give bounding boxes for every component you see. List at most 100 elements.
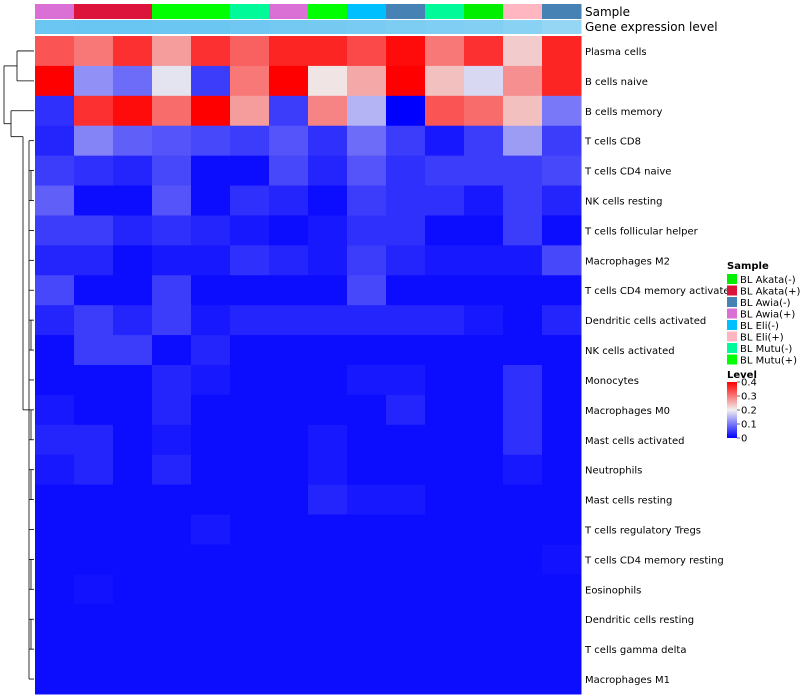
- heatmap-cell: [386, 185, 426, 216]
- heatmap-cell: [464, 365, 504, 396]
- heatmap-cell: [386, 394, 426, 426]
- heatmap-cell: [503, 514, 543, 545]
- heatmap-cell: [113, 65, 153, 97]
- heatmap-cell: [386, 125, 426, 157]
- heatmap-cell: [191, 604, 231, 635]
- heatmap-cell: [269, 185, 309, 216]
- heatmap-cell: [464, 125, 504, 157]
- row-label: Plasma cells: [585, 47, 647, 58]
- heatmap-cell: [347, 394, 387, 426]
- legend-swatch: [727, 308, 737, 319]
- heatmap-cell: [35, 95, 75, 127]
- heatmap-cell: [269, 245, 309, 276]
- heatmap-cell: [191, 245, 231, 276]
- heatmap-cell: [308, 185, 348, 216]
- sample-annotation-cell: [191, 4, 231, 19]
- sample-annotation-cell: [35, 4, 75, 19]
- heatmap-cell: [425, 544, 465, 575]
- expression-annotation-cell: [74, 20, 114, 34]
- heatmap-cell: [386, 454, 426, 486]
- heatmap-cell: [425, 514, 465, 545]
- heatmap-cell: [386, 215, 426, 246]
- heatmap-cell: [191, 215, 231, 246]
- heatmap-cell: [113, 95, 153, 127]
- heatmap-cell: [464, 484, 504, 516]
- heatmap-cell: [386, 574, 426, 605]
- row-label: Macrophages M2: [585, 256, 670, 267]
- heatmap-cell: [347, 155, 387, 187]
- heatmap-cell: [230, 394, 270, 426]
- heatmap-cell: [308, 574, 348, 605]
- heatmap-cell: [542, 305, 582, 336]
- legend-tick-label: 0: [741, 434, 747, 445]
- legend-sample-label: BL Mutu(+): [740, 356, 797, 367]
- heatmap-cell: [113, 335, 153, 366]
- heatmap-cell: [464, 664, 504, 695]
- heatmap-cell: [269, 275, 309, 306]
- heatmap-cell: [386, 514, 426, 545]
- heatmap-cell: [425, 454, 465, 486]
- heatmap-cell: [74, 604, 114, 635]
- heatmap-cell: [308, 275, 348, 306]
- heatmap-cell: [230, 95, 270, 127]
- heatmap-cell: [269, 514, 309, 545]
- heatmap-cell: [542, 365, 582, 396]
- heatmap-cell: [308, 305, 348, 336]
- heatmap-cell: [152, 574, 192, 605]
- heatmap-cell: [152, 245, 192, 276]
- heatmap-cell: [269, 394, 309, 426]
- heatmap-cell: [230, 484, 270, 516]
- heatmap-cell: [35, 544, 75, 575]
- expression-annotation-cell: [347, 20, 387, 34]
- heatmap-cell: [230, 454, 270, 486]
- heatmap-cell: [542, 574, 582, 605]
- heatmap-cell: [464, 65, 504, 97]
- heatmap-cell: [503, 574, 543, 605]
- sample-annotation-cell: [464, 4, 504, 19]
- heatmap-cell: [113, 544, 153, 575]
- heatmap-cell: [269, 664, 309, 695]
- heatmap-cell: [347, 454, 387, 486]
- legend-swatch: [727, 320, 737, 330]
- heatmap-cell: [308, 424, 348, 456]
- heatmap-cell: [152, 514, 192, 545]
- heatmap-cell: [386, 305, 426, 336]
- heatmap-cell: [74, 484, 114, 516]
- heatmap-cell: [269, 454, 309, 486]
- heatmap-cell: [464, 95, 504, 127]
- heatmap-cell: [503, 185, 543, 216]
- heatmap-cell: [425, 664, 465, 695]
- heatmap-cell: [425, 125, 465, 157]
- row-dendrogram: [3, 50, 34, 680]
- heatmap-cell: [542, 215, 582, 246]
- heatmap-cell: [347, 365, 387, 396]
- heatmap-cell: [74, 125, 114, 157]
- heatmap-cell: [113, 275, 153, 306]
- heatmap-cell: [35, 335, 75, 366]
- heatmap-cell: [230, 185, 270, 216]
- heatmap-cell: [230, 305, 270, 336]
- expression-annotation-cell: [464, 20, 504, 34]
- row-label: Dendritic cells activated: [585, 316, 706, 327]
- heatmap-cell: [230, 604, 270, 635]
- heatmap-cell: [191, 65, 231, 97]
- heatmap-cell: [269, 95, 309, 127]
- heatmap-cell: [35, 424, 75, 456]
- heatmap-cell: [191, 454, 231, 486]
- heatmap-cell: [425, 604, 465, 635]
- sample-annotation-cell: [347, 4, 387, 19]
- legend-sample-entries: BL Akata(-)BL Akata(+)BL Awia(-)BL Awia(…: [727, 274, 800, 367]
- heatmap-cell: [503, 305, 543, 336]
- heatmap-cell: [464, 604, 504, 635]
- expression-annotation-bar: [35, 20, 582, 34]
- heatmap-cell: [74, 36, 114, 67]
- heatmap-cell: [35, 604, 75, 635]
- heatmap-cell: [308, 36, 348, 67]
- heatmap-cell: [35, 36, 75, 67]
- row-label: Macrophages M0: [585, 406, 670, 417]
- heatmap-cell: [113, 664, 153, 695]
- heatmap-cell: [308, 125, 348, 157]
- row-label: T cells follicular helper: [584, 226, 699, 237]
- heatmap-cell: [308, 95, 348, 127]
- heatmap-cell: [503, 95, 543, 127]
